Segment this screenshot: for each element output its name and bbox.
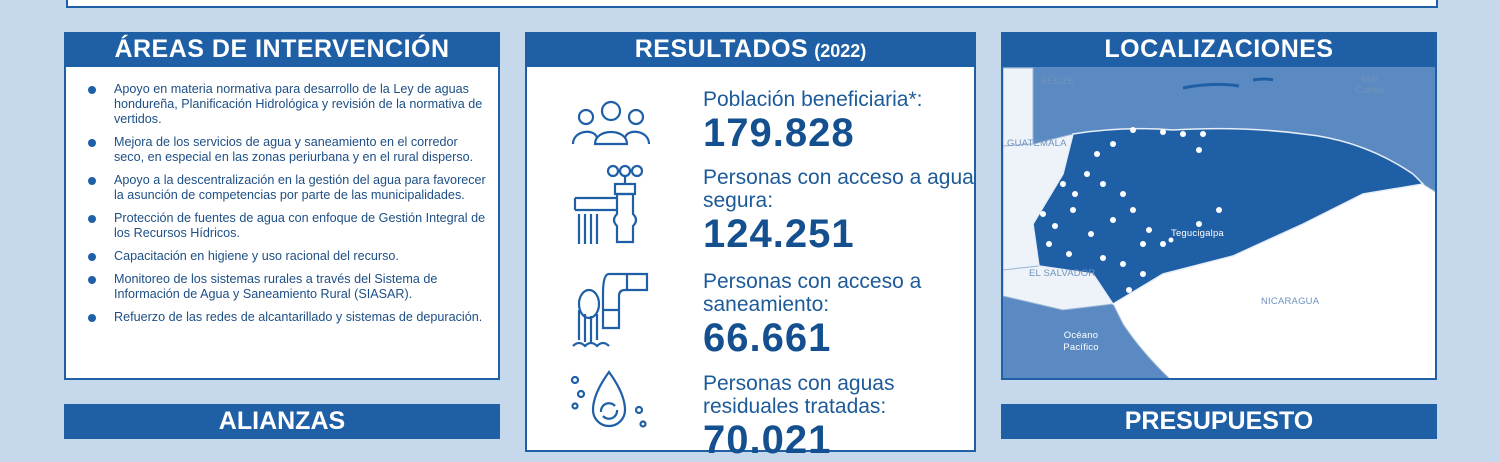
result-label: Población beneficiaria*: bbox=[703, 88, 923, 111]
result-item-treated-water: Personas con aguas residuales tratadas: … bbox=[703, 372, 974, 462]
result-item-beneficiaries: Población beneficiaria*: 179.828 bbox=[703, 88, 922, 155]
result-label: Personas con acceso a agua segura: bbox=[703, 166, 974, 212]
areas-title: ÁREAS DE INTERVENCIÓN bbox=[114, 35, 450, 63]
locations-panel: LOCALIZACIONES BELIZE Mar Caribe GUATEMA… bbox=[1001, 32, 1437, 380]
sewage-pipe-icon bbox=[572, 272, 649, 348]
presupuesto-header: PRESUPUESTO bbox=[1001, 404, 1437, 439]
result-label: Personas con acceso a saneamiento: bbox=[703, 270, 922, 316]
map-label-tegucigalpa: Tegucigalpa bbox=[1171, 228, 1224, 239]
result-value: 66.661 bbox=[703, 316, 832, 360]
honduras-map bbox=[1003, 67, 1435, 378]
map-label-guatemala: GUATEMALA bbox=[1007, 138, 1067, 149]
list-item: Mejora de los servicios de agua y saneam… bbox=[86, 135, 486, 165]
areas-header: ÁREAS DE INTERVENCIÓN bbox=[64, 32, 500, 67]
results-title: RESULTADOS bbox=[634, 35, 809, 63]
water-recycle-icon bbox=[570, 370, 647, 428]
locations-title: LOCALIZACIONES bbox=[1104, 35, 1334, 63]
list-item: Apoyo a la descentralización en la gesti… bbox=[86, 173, 486, 203]
list-item: Capacitación en higiene y uso racional d… bbox=[86, 249, 486, 264]
result-value: 124.251 bbox=[703, 212, 855, 256]
map-label-el-salvador: EL SALVADOR bbox=[1029, 268, 1096, 279]
map-label-nicaragua: NICARAGUA bbox=[1261, 296, 1320, 307]
results-header: RESULTADOS (2022) bbox=[525, 32, 976, 67]
result-value: 70.021 bbox=[703, 418, 832, 462]
list-item: Protección de fuentes de agua con enfoqu… bbox=[86, 211, 486, 241]
results-year: (2022) bbox=[814, 41, 867, 61]
water-tap-icon bbox=[573, 164, 644, 244]
areas-list: Apoyo en materia normativa para desarrol… bbox=[86, 82, 486, 333]
list-item: Apoyo en materia normativa para desarrol… bbox=[86, 82, 486, 127]
locations-header: LOCALIZACIONES bbox=[1003, 34, 1435, 67]
alianzas-header: ALIANZAS bbox=[64, 404, 500, 439]
result-item-sanitation: Personas con acceso a saneamiento: 66.66… bbox=[703, 270, 974, 360]
result-value: 179.828 bbox=[703, 111, 855, 155]
map-label-belize: BELIZE bbox=[1041, 76, 1075, 87]
result-item-safe-water: Personas con acceso a agua segura: 124.2… bbox=[703, 166, 974, 256]
people-group-icon bbox=[571, 100, 651, 146]
map-label-oceano-pacifico: Océano Pacífico bbox=[1063, 330, 1099, 353]
map-label-mar-caribe: Mar Caribe bbox=[1355, 74, 1385, 96]
top-frame bbox=[66, 0, 1438, 8]
results-panel: RESULTADOS (2022) Población beneficiaria*… bbox=[525, 32, 976, 462]
list-item: Refuerzo de las redes de alcantarillado … bbox=[86, 310, 486, 325]
project-drops bbox=[1040, 127, 1222, 313]
list-item: Monitoreo de los sistemas rurales a trav… bbox=[86, 272, 486, 302]
areas-panel: ÁREAS DE INTERVENCIÓN Apoyo en materia n… bbox=[64, 32, 500, 380]
result-label: Personas con aguas residuales tratadas: bbox=[703, 372, 895, 418]
